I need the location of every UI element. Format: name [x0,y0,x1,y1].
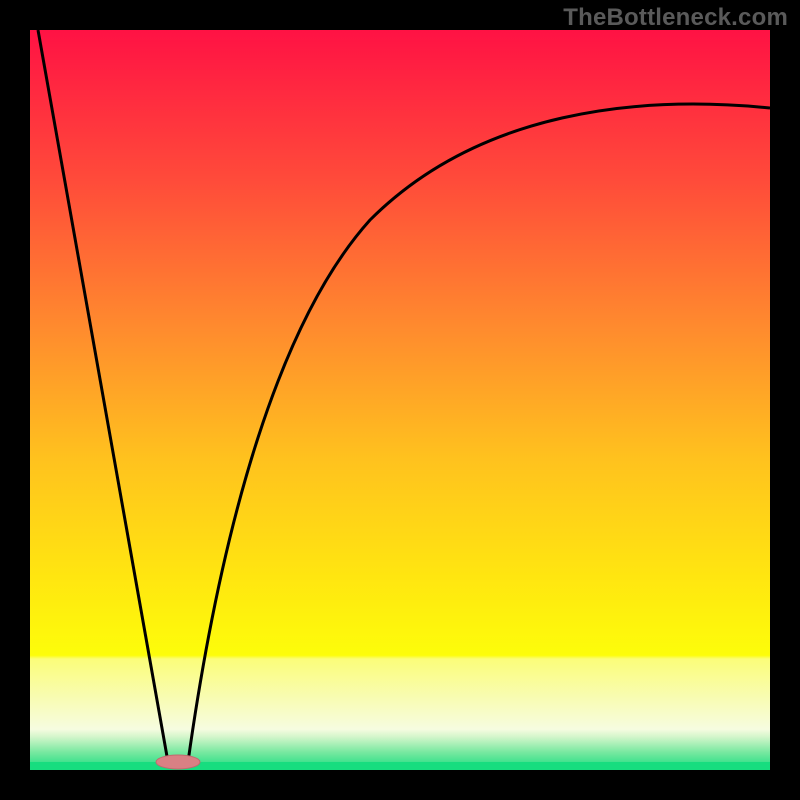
watermark-text: TheBottleneck.com [563,4,788,32]
bottleneck-chart [0,0,800,800]
plot-background [30,30,770,770]
green-band [30,762,770,770]
valley-marker [156,755,200,769]
